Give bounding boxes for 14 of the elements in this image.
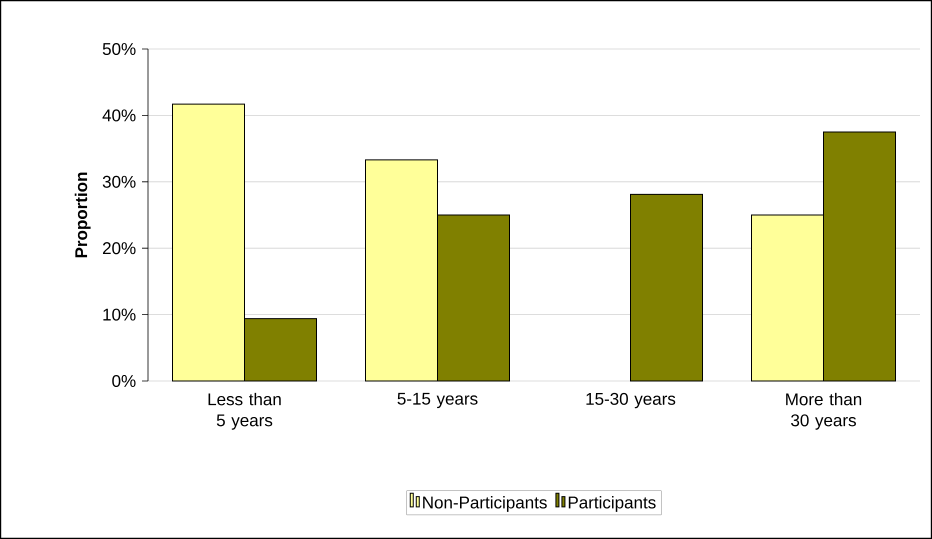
y-tick-label: 0% [112, 374, 136, 388]
y-tick-label: 20% [102, 242, 136, 254]
x-tick-label: Less than 5 years [208, 392, 281, 430]
y-tick-label: 30% [102, 176, 136, 188]
y-tick-label: 50% [102, 42, 136, 56]
x-tick-label: 5-15 years [398, 392, 478, 408]
bar [630, 194, 704, 382]
y-tick-label: 40% [102, 109, 136, 122]
x-tick-label: More than 30 years [786, 392, 862, 430]
legend-label: Participants [568, 496, 656, 512]
x-tick-label: 15-30 years [586, 392, 676, 408]
y-axis-title: Proportion [74, 172, 91, 258]
y-tick-label: 10% [103, 308, 136, 321]
legend-label: Non-Participants [423, 496, 547, 512]
